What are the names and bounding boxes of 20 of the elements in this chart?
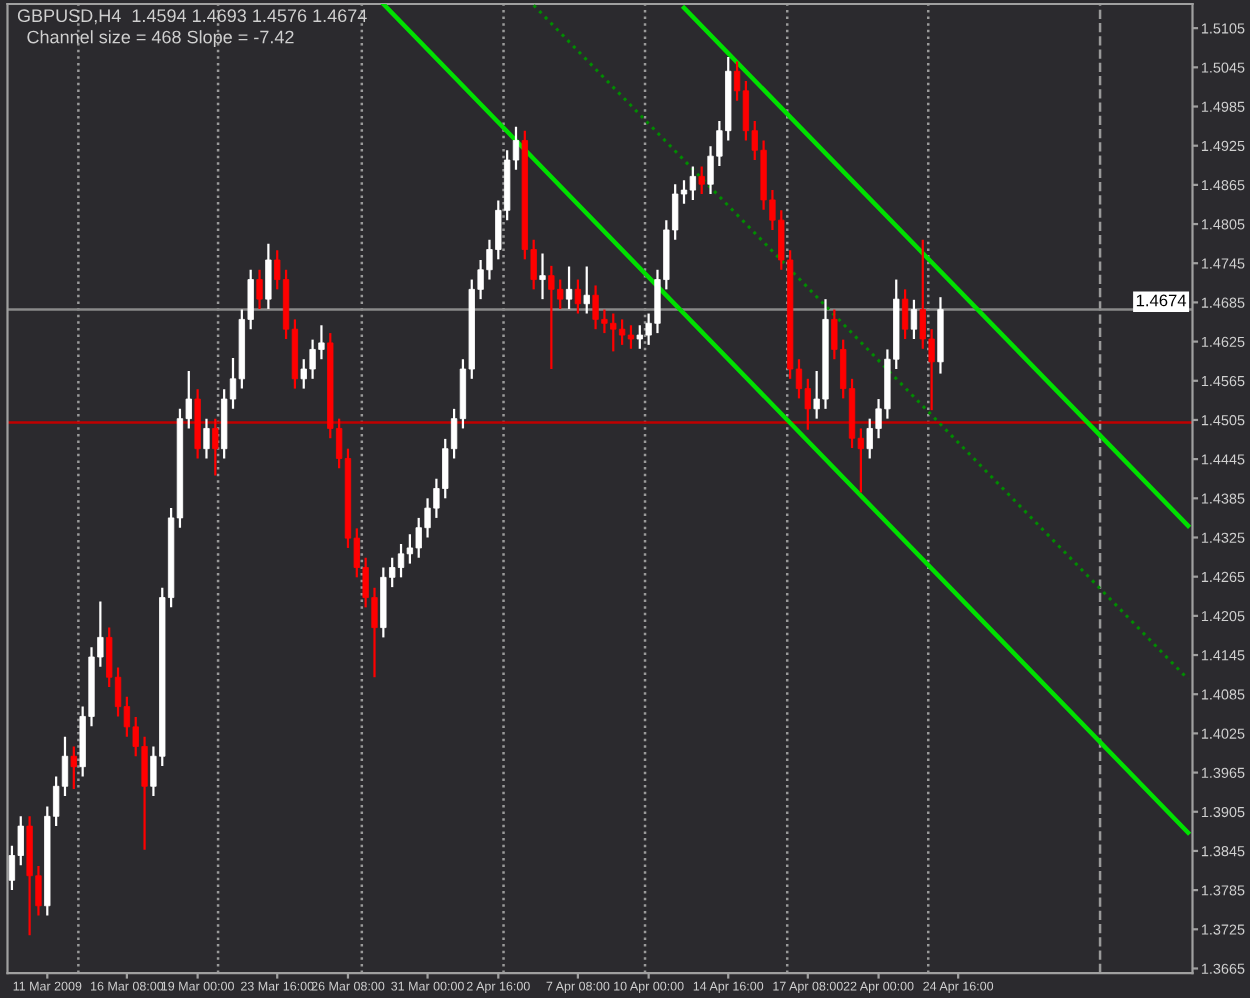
candlestick <box>583 265 590 315</box>
chart-title: GBPUSD,H4 1.4594 1.4693 1.4576 1.4674 <box>17 9 367 25</box>
candlestick <box>698 165 705 196</box>
candlestick <box>256 268 263 311</box>
candlestick <box>397 542 405 579</box>
candlestick <box>203 417 210 460</box>
candlestick <box>627 324 635 350</box>
candlestick <box>910 298 918 341</box>
text: Channel size = 468 Slope = -7.42 <box>27 30 294 47</box>
ref-line-label: 1.4674 <box>1136 294 1187 307</box>
candlestick <box>212 417 219 477</box>
candlestick <box>539 252 546 301</box>
candlestick <box>689 165 697 201</box>
candlestick <box>574 278 582 315</box>
candlestick <box>406 533 414 565</box>
candlestick <box>618 318 626 346</box>
candlestick <box>70 745 77 791</box>
candlestick <box>901 288 909 341</box>
candlestick <box>565 265 573 311</box>
candlestick <box>265 242 272 311</box>
